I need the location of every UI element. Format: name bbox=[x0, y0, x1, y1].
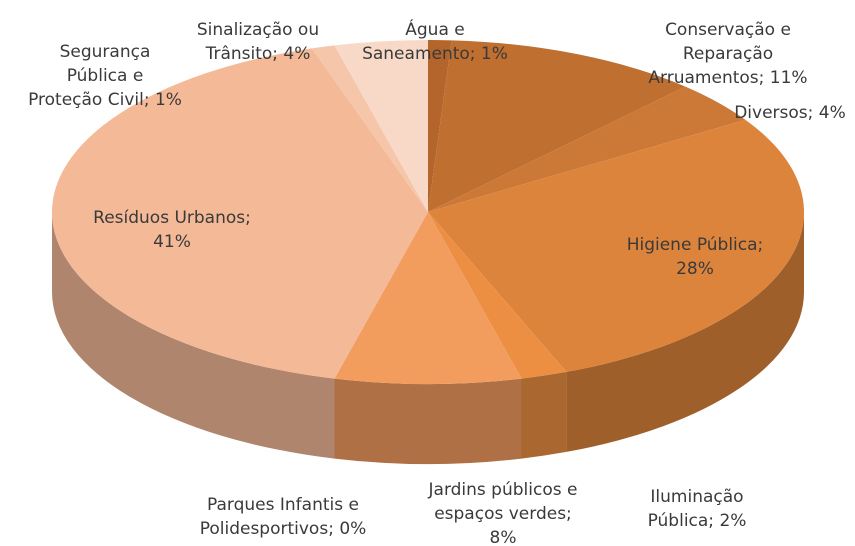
slice bbox=[428, 40, 452, 212]
data-label-line: Conservação e bbox=[665, 20, 791, 40]
data-label-line: Reparação bbox=[683, 44, 773, 64]
slice-side bbox=[566, 212, 804, 452]
slice bbox=[428, 86, 746, 212]
data-label-line: 41% bbox=[153, 232, 191, 252]
data-label: Higiene Pública; 28% bbox=[627, 235, 764, 279]
slice bbox=[428, 40, 686, 212]
data-label-line: Arruamentos; 11% bbox=[648, 68, 807, 88]
data-label-line: Água e bbox=[405, 18, 464, 40]
slice bbox=[428, 119, 804, 372]
data-label-line: Iluminação bbox=[650, 487, 743, 507]
data-label: Sinalização ou Trânsito; 4% bbox=[197, 20, 319, 64]
data-label-line: Higiene Pública; bbox=[627, 235, 764, 255]
slice bbox=[428, 212, 567, 379]
data-label-line: Polidesportivos; 0% bbox=[200, 519, 367, 539]
data-label-line: Proteção Civil; 1% bbox=[28, 90, 182, 110]
data-label: Conservação e Reparação Arruamentos; 11% bbox=[648, 20, 807, 88]
data-label-line: Pública; 2% bbox=[648, 511, 747, 531]
data-label-line: Jardins públicos e bbox=[428, 480, 578, 500]
slice bbox=[334, 212, 522, 384]
data-label: Jardins públicos e espaços verdes; 8% bbox=[428, 480, 578, 546]
slice-side bbox=[521, 371, 567, 459]
data-label: Iluminação Pública; 2% bbox=[648, 487, 747, 531]
data-label-line: Parques Infantis e bbox=[207, 495, 359, 515]
data-label-line: 8% bbox=[490, 528, 517, 546]
slice bbox=[311, 45, 428, 212]
data-label: Resíduos Urbanos; 41% bbox=[93, 208, 251, 252]
data-label: Parques Infantis e Polidesportivos; 0% bbox=[200, 495, 367, 539]
data-label: Diversos; 4% bbox=[734, 103, 846, 123]
data-label-line: Diversos; 4% bbox=[734, 103, 846, 123]
data-label-line: Trânsito; 4% bbox=[205, 44, 311, 64]
slice bbox=[51, 48, 428, 379]
data-label: Água e Saneamento; 1% bbox=[362, 18, 508, 64]
slice-side bbox=[334, 378, 522, 465]
data-label-line: Pública e bbox=[67, 66, 144, 86]
data-label-line: Sinalização ou bbox=[197, 20, 319, 40]
slice bbox=[334, 40, 428, 212]
data-label-line: 28% bbox=[676, 259, 714, 279]
data-label-line: Segurança bbox=[60, 42, 151, 62]
data-label: Segurança Pública e Proteção Civil; 1% bbox=[28, 42, 182, 110]
data-label-line: Saneamento; 1% bbox=[362, 44, 508, 64]
data-label-line: Resíduos Urbanos; bbox=[93, 208, 251, 228]
slice-side bbox=[51, 212, 335, 459]
data-label-line: espaços verdes; bbox=[434, 504, 572, 524]
